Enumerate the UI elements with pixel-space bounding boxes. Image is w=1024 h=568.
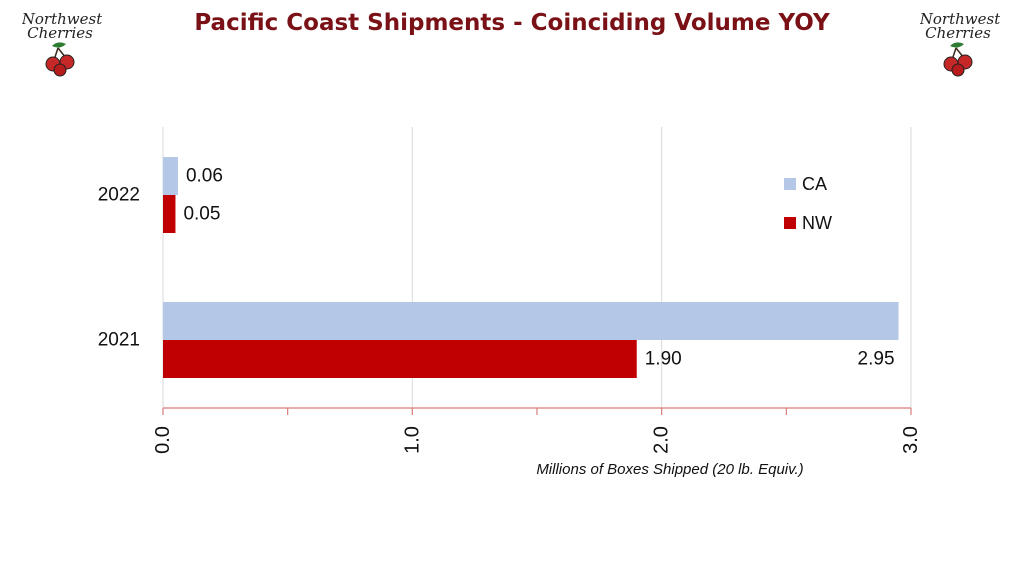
bar-nw-2022 [163, 195, 176, 233]
legend-swatch-nw [784, 217, 796, 229]
legend-label-ca: CA [802, 174, 827, 194]
x-tick-label: 0.0 [152, 426, 174, 454]
y-category-label: 2021 [98, 330, 140, 351]
data-label-ca-2021: 2.95 [858, 349, 895, 370]
bar-nw-2021 [163, 340, 637, 378]
legend-swatch-ca [784, 178, 796, 190]
x-tick-label: 3.0 [900, 426, 922, 454]
bar-ca-2022 [163, 157, 178, 195]
legend-label-nw: NW [802, 213, 832, 233]
x-tick-label: 2.0 [651, 426, 673, 454]
y-category-label: 2022 [98, 185, 140, 206]
northwest-cherries-logo-left: Northwest Cherries [22, 6, 102, 78]
data-label-nw-2022: 0.05 [183, 204, 220, 225]
svg-text:Northwest: Northwest [22, 10, 102, 28]
data-label-ca-2022: 0.06 [186, 166, 223, 187]
svg-text:Cherries: Cherries [27, 24, 93, 42]
x-axis-label: Millions of Boxes Shipped (20 lb. Equiv.… [536, 461, 804, 478]
bar-ca-2021 [163, 302, 899, 340]
svg-text:Cherries: Cherries [925, 24, 991, 42]
x-tick-label: 1.0 [401, 426, 423, 454]
data-label-nw-2021: 1.90 [645, 349, 682, 370]
svg-text:Northwest: Northwest [920, 10, 1000, 28]
chart-title: Pacific Coast Shipments - Coinciding Vol… [194, 10, 830, 36]
northwest-cherries-logo-right: Northwest Cherries [920, 6, 1000, 78]
